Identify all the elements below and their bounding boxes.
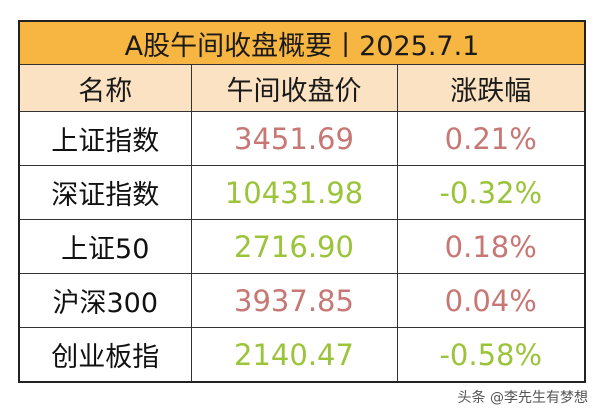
table-title: A股午间收盘概要丨2025.7.1 (18, 20, 586, 65)
index-change: 0.21% (396, 111, 586, 166)
table-row: 创业板指 2140.47 -0.58% (18, 327, 586, 383)
summary-table-wrapper: A股午间收盘概要丨2025.7.1 名称 午间收盘价 涨跌幅 上证指数 3451… (18, 20, 586, 383)
table-row: 上证50 2716.90 0.18% (18, 219, 586, 274)
table-row: 深证指数 10431.98 -0.32% (18, 165, 586, 220)
index-price: 2140.47 (190, 327, 398, 383)
column-header-name: 名称 (18, 64, 192, 112)
index-change: -0.32% (396, 165, 586, 220)
index-change: 0.18% (396, 219, 586, 274)
index-price: 2716.90 (190, 219, 398, 274)
column-header-price: 午间收盘价 (190, 64, 398, 112)
table-row: 上证指数 3451.69 0.21% (18, 111, 586, 166)
index-change: -0.58% (396, 327, 586, 383)
header-row: 名称 午间收盘价 涨跌幅 (18, 64, 586, 112)
index-name: 创业板指 (18, 327, 192, 383)
column-header-change: 涨跌幅 (396, 64, 586, 112)
title-row: A股午间收盘概要丨2025.7.1 (18, 20, 586, 65)
index-name: 上证50 (18, 219, 192, 274)
index-name: 沪深300 (18, 273, 192, 328)
index-price: 3451.69 (190, 111, 398, 166)
market-summary-table: A股午间收盘概要丨2025.7.1 名称 午间收盘价 涨跌幅 上证指数 3451… (18, 20, 586, 383)
table-row: 沪深300 3937.85 0.04% (18, 273, 586, 328)
index-change: 0.04% (396, 273, 586, 328)
index-name: 深证指数 (18, 165, 192, 220)
index-name: 上证指数 (18, 111, 192, 166)
index-price: 3937.85 (190, 273, 398, 328)
index-price: 10431.98 (190, 165, 398, 220)
watermark: 头条 @李先生有梦想 (457, 390, 588, 406)
